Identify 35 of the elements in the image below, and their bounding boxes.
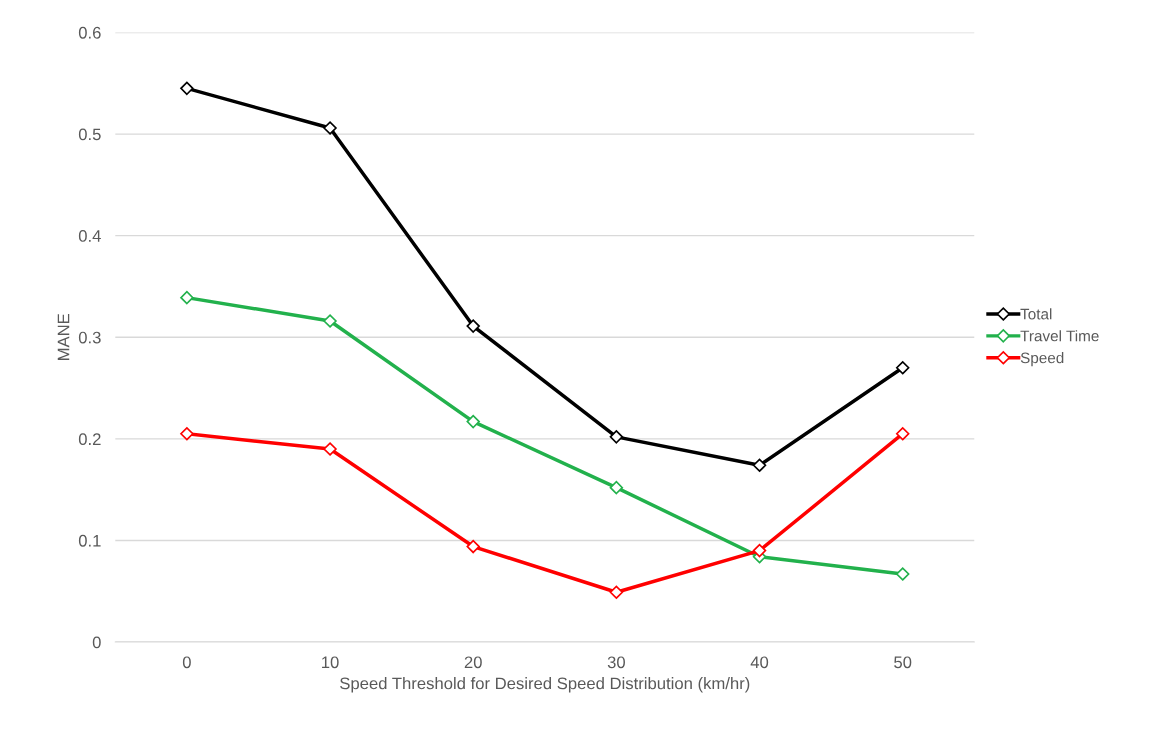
point [323, 314, 337, 328]
point [895, 361, 910, 375]
point [180, 290, 194, 305]
point [466, 319, 480, 333]
point [609, 480, 624, 495]
x-tick-label: 20 [464, 656, 482, 669]
x-tick-label: 10 [322, 656, 339, 669]
y-tick-label: 0.3 [78, 331, 101, 344]
point [895, 427, 910, 441]
x-tick-label: 40 [750, 656, 769, 669]
legend-label: Speed [1020, 352, 1064, 367]
y-tick-label: 0.6 [78, 26, 101, 39]
point [752, 543, 767, 558]
y-tick-label: 0.4 [78, 230, 101, 242]
point [180, 81, 194, 96]
point [466, 539, 480, 554]
y-tick-label: 0.1 [78, 534, 101, 547]
x-axis-title: Speed Threshold for Desired Speed Distribution (km/hr) [340, 677, 750, 693]
point [466, 414, 480, 429]
y-tick-label: 0.2 [78, 433, 101, 446]
y-axis-title: MANE [57, 313, 70, 360]
y-tick-label: 0 [92, 636, 101, 649]
point [180, 427, 194, 441]
y-tick-label: 0.5 [78, 128, 101, 141]
point [323, 121, 337, 135]
x-tick-label: 0 [182, 656, 191, 669]
legend-label: Travel Time [1020, 330, 1099, 342]
point [609, 585, 624, 600]
point [609, 430, 624, 444]
point [323, 442, 337, 456]
legend-label: Total [1020, 308, 1052, 320]
x-tick-label: 50 [894, 656, 912, 669]
point [752, 458, 767, 473]
x-tick-label: 30 [607, 656, 625, 669]
point [895, 567, 910, 581]
